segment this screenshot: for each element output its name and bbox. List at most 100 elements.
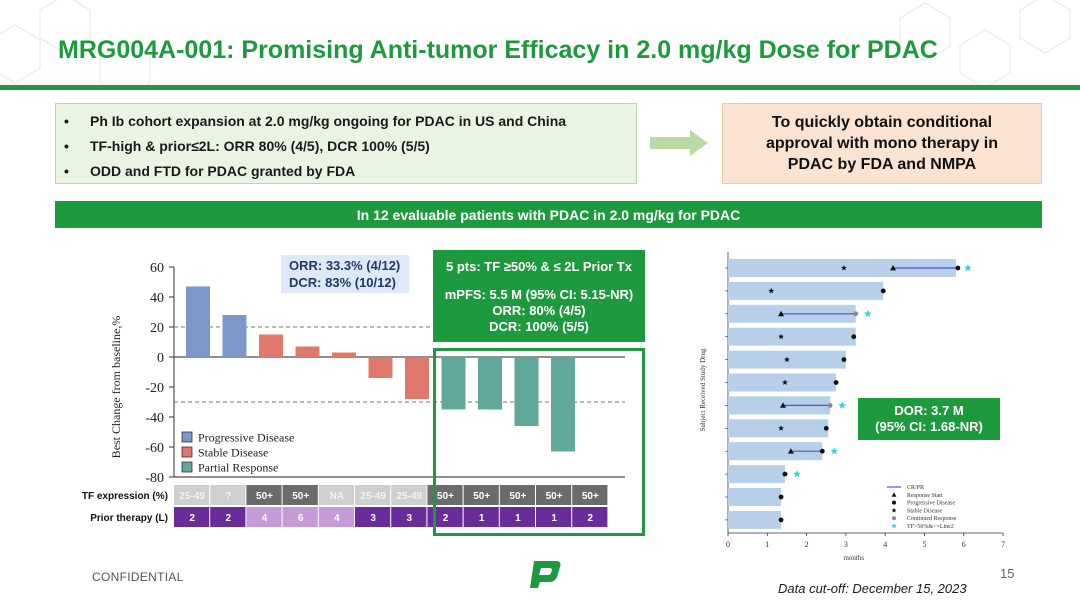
tf-cell — [355, 485, 391, 505]
progressive-marker — [778, 517, 784, 523]
swim-legend-label: Stable Disease — [907, 508, 942, 514]
confidential-label: CONFIDENTIAL — [92, 570, 184, 584]
y-tick-label: 20 — [150, 321, 164, 336]
subgroup-dcr-text: DCR: 100% (5/5) — [489, 319, 589, 334]
y-tick-label: 40 — [150, 291, 164, 306]
tf-cell-value: 50+ — [292, 491, 309, 502]
prior-cell-value: 3 — [407, 513, 413, 524]
subgroup-summary-box: 5 pts: TF ≥50% & ≤ 2L Prior Tx mPFS: 5.5… — [433, 250, 645, 342]
stable-disease-marker — [778, 333, 784, 340]
swim-bar — [728, 373, 837, 392]
swim-y-axis-label: Subject Received Study Drug — [699, 348, 707, 432]
prior-cell — [355, 507, 391, 527]
goal-line: PDAC by FDA and NMPA — [787, 156, 977, 173]
swimmer-plot: 0 1 2 3 4 5 6 7 months Subject Received Study Dru… — [699, 252, 1005, 562]
prior-cell-value: 4 — [334, 513, 340, 524]
progressive-marker — [778, 494, 784, 500]
prior-cell — [282, 507, 318, 527]
tf-cell-value: 25-49 — [397, 491, 423, 502]
y-tick-label: -80 — [145, 471, 164, 486]
tf-cell-value: 50+ — [256, 491, 273, 502]
mpfs-text: mPFS: 5.5 M (95% CI: 5.15-NR) — [444, 287, 634, 302]
bullet-item: • TF-high & prior≤2L: ORR 80% (4/5), DCR … — [64, 133, 636, 158]
continued-response-marker — [853, 311, 859, 317]
legend-swatch — [181, 431, 193, 443]
y-axis-label: Best Change from baseline,% — [109, 316, 123, 459]
bullet-text: TF-high & prior≤2L: ORR 80% (4/5), DCR 1… — [90, 137, 430, 154]
prior-cell-value: 2 — [226, 513, 232, 524]
bullet-dot-icon: • — [64, 112, 69, 129]
bar — [332, 352, 356, 357]
swim-x-tick-label: 4 — [883, 540, 887, 549]
legend-cyan-star — [891, 523, 897, 529]
swim-bar — [728, 488, 782, 506]
legend-label: Progressive Disease — [198, 431, 294, 445]
response-start-marker — [780, 402, 787, 408]
tf-cell — [572, 485, 608, 505]
tf-star-marker — [863, 309, 872, 318]
swim-bar — [728, 327, 856, 346]
swim-legend-label: Response Start — [907, 493, 943, 499]
tf-cell — [282, 485, 318, 505]
bullet-dot-icon: • — [64, 162, 69, 179]
bullet-item: • ODD and FTD for PDAC granted by FDA — [64, 158, 636, 183]
arrow-right-icon — [650, 130, 708, 156]
prior-cell-value: 1 — [479, 513, 485, 524]
response-start-marker — [890, 265, 897, 271]
section-banner: In 12 evaluable patients with PDAC in 2.… — [55, 201, 1042, 228]
tf-star-marker — [830, 447, 839, 455]
hexagon-background — [0, 0, 1071, 90]
tf-star-marker — [838, 401, 846, 409]
orr-summary-box: ORR: 33.3% (4/12) DCR: 83% (10/12) — [281, 255, 409, 293]
swim-x-tick-label: 5 — [923, 540, 927, 549]
prior-cell-value: 2 — [588, 513, 594, 524]
tf-cell — [246, 485, 282, 505]
page-number: 15 — [1000, 566, 1015, 581]
tf-cell-value: NA — [330, 491, 344, 502]
y-tick-label: 60 — [150, 261, 164, 276]
key-points-box: • Ph Ib cohort expansion at 2.0 mg/kg ong… — [55, 103, 637, 184]
progressive-marker — [841, 357, 847, 362]
legend-label: Partial Response — [198, 461, 278, 475]
bar — [405, 357, 429, 399]
progressive-marker — [833, 380, 839, 385]
legend-swatch — [181, 446, 193, 458]
y-tick-label: -60 — [145, 441, 164, 456]
bullet-item: • Ph Ib cohort expansion at 2.0 mg/kg ong… — [64, 108, 636, 133]
orr-text: ORR: 33.3% (4/12) — [289, 258, 401, 273]
tf-cell-value: 25-49 — [360, 491, 386, 502]
dor-ci-text: (95% CI: 1.68-NR) — [875, 419, 983, 434]
tf-star-marker — [793, 470, 801, 478]
prior-cell — [174, 507, 210, 527]
bar — [368, 357, 393, 378]
tf-cell-value: ? — [225, 491, 231, 502]
legend-label: Stable Disease — [198, 446, 268, 460]
swim-x-tick-label: 6 — [962, 540, 966, 549]
bullet-dot-icon: • — [64, 137, 69, 154]
prior-cell — [391, 507, 427, 527]
prior-cell-value: 1 — [515, 513, 521, 524]
swim-bar — [728, 510, 782, 529]
tf-cell-value: 50+ — [546, 491, 563, 502]
tf-cell-value: 50+ — [582, 491, 599, 502]
bar — [222, 315, 247, 357]
y-tick-label: -20 — [145, 381, 164, 396]
stable-disease-marker — [782, 379, 788, 385]
bar — [186, 286, 210, 357]
company-logo — [530, 561, 561, 588]
prior-cell — [572, 507, 608, 527]
tf-cell — [463, 485, 499, 505]
prior-cell-value: 3 — [370, 513, 376, 524]
bar — [551, 357, 575, 452]
tf-cell — [536, 485, 572, 505]
swim-legend-label: CR/PR — [907, 485, 924, 491]
bar — [478, 357, 502, 410]
swim-bar — [728, 281, 884, 300]
goal-line: To quickly obtain conditional — [771, 114, 993, 131]
progressive-marker — [819, 448, 825, 454]
legend-star — [891, 507, 897, 513]
stable-disease-marker — [768, 287, 775, 294]
dor-text: DOR: 3.7 M — [894, 403, 964, 418]
tf-cell — [318, 485, 354, 505]
